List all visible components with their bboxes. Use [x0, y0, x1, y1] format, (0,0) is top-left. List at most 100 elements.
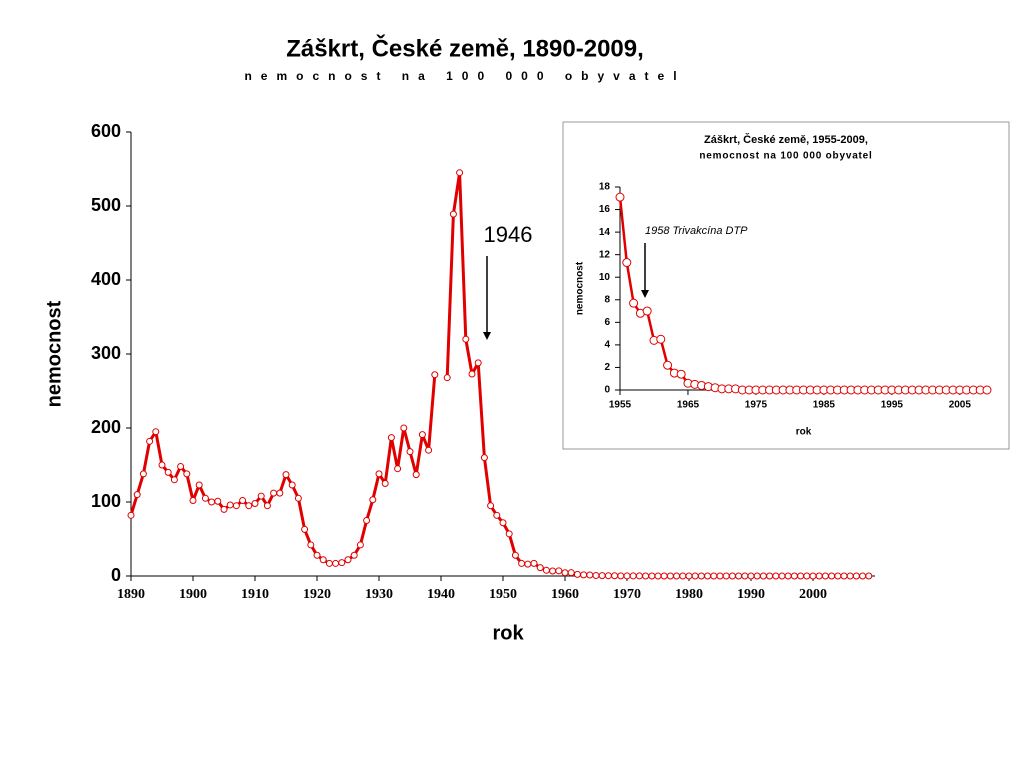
data-point [511, 551, 519, 559]
data-point [666, 572, 674, 580]
data-point [425, 446, 433, 454]
data-point [580, 571, 588, 579]
y-tick-label: 300 [91, 343, 121, 363]
x-tick-label: 1950 [489, 587, 517, 602]
data-point [797, 572, 805, 580]
data-point [784, 572, 792, 580]
data-point [691, 572, 699, 580]
data-point [356, 541, 364, 549]
data-point [406, 448, 414, 456]
x-axis-label: rok [796, 427, 812, 438]
data-point [177, 462, 185, 470]
data-point [536, 564, 544, 572]
data-point [809, 572, 817, 580]
data-point [821, 572, 829, 580]
data-point [195, 481, 203, 489]
data-point [834, 572, 842, 580]
data-point [586, 571, 594, 579]
data-point [338, 559, 346, 567]
data-point [462, 335, 470, 343]
data-point [133, 491, 141, 499]
x-tick-label: 1995 [881, 400, 904, 411]
x-tick-label: 1940 [427, 587, 455, 602]
arrow-head [483, 332, 491, 340]
data-point [549, 567, 557, 575]
x-tick-label: 1965 [677, 400, 700, 411]
y-tick-label: 18 [599, 182, 611, 193]
data-point [257, 492, 265, 500]
inset-frame [562, 121, 1010, 450]
data-point [480, 454, 488, 462]
x-axis-label: rok [492, 622, 524, 644]
y-tick-label: 0 [111, 565, 121, 585]
data-point [431, 371, 439, 379]
data-point [394, 465, 402, 473]
data-point [332, 559, 340, 567]
data-point [251, 499, 259, 507]
data-point [288, 481, 296, 489]
data-point [704, 572, 712, 580]
data-point [226, 501, 234, 509]
data-point [728, 572, 736, 580]
x-tick-label: 1985 [813, 400, 836, 411]
data-point [654, 572, 662, 580]
data-point [629, 298, 639, 308]
data-point [685, 572, 693, 580]
data-point [697, 572, 705, 580]
x-tick-label: 2005 [949, 400, 972, 411]
data-point [276, 489, 284, 497]
data-point [369, 496, 377, 504]
data-point [239, 497, 247, 505]
x-tick-label: 1980 [675, 587, 703, 602]
data-point [344, 556, 352, 564]
data-point [363, 517, 371, 524]
y-tick-label: 2 [604, 362, 610, 373]
data-point [400, 424, 408, 432]
data-point [319, 556, 327, 564]
data-point [561, 569, 569, 577]
data-point [387, 434, 395, 442]
data-point [772, 572, 780, 580]
data-point [201, 494, 209, 502]
data-point [232, 502, 240, 510]
data-point [611, 572, 619, 580]
data-point [456, 169, 464, 177]
data-point [412, 471, 420, 479]
y-tick-label: 6 [604, 317, 610, 328]
data-point [294, 494, 302, 502]
data-point [189, 497, 197, 505]
data-point [555, 567, 563, 575]
data-point [164, 468, 172, 476]
data-point [139, 470, 147, 478]
data-point [270, 489, 278, 497]
data-point [676, 369, 686, 379]
x-tick-label: 1955 [609, 400, 632, 411]
data-point [635, 572, 643, 580]
y-axis-label: nemocnost [43, 300, 65, 407]
data-point [778, 572, 786, 580]
data-point [301, 525, 309, 533]
y-tick-label: 500 [91, 195, 121, 215]
data-point [493, 511, 501, 519]
data-point [710, 572, 718, 580]
data-point [505, 530, 513, 538]
data-point [629, 572, 637, 580]
data-point [567, 569, 575, 577]
data-point [623, 572, 631, 580]
data-point [208, 498, 216, 506]
x-tick-label: 2000 [799, 587, 827, 602]
data-point [468, 370, 476, 378]
data-point [220, 505, 228, 513]
y-tick-label: 10 [599, 272, 611, 283]
data-point [592, 572, 600, 580]
data-point [790, 572, 798, 580]
data-point [381, 480, 389, 487]
x-tick-label: 1920 [303, 587, 331, 602]
data-point [598, 572, 606, 580]
data-point [282, 471, 290, 479]
y-axis-label: nemocnost [575, 261, 586, 315]
data-point [741, 572, 749, 580]
annotation: 1946 [484, 222, 533, 247]
data-point [542, 566, 550, 574]
